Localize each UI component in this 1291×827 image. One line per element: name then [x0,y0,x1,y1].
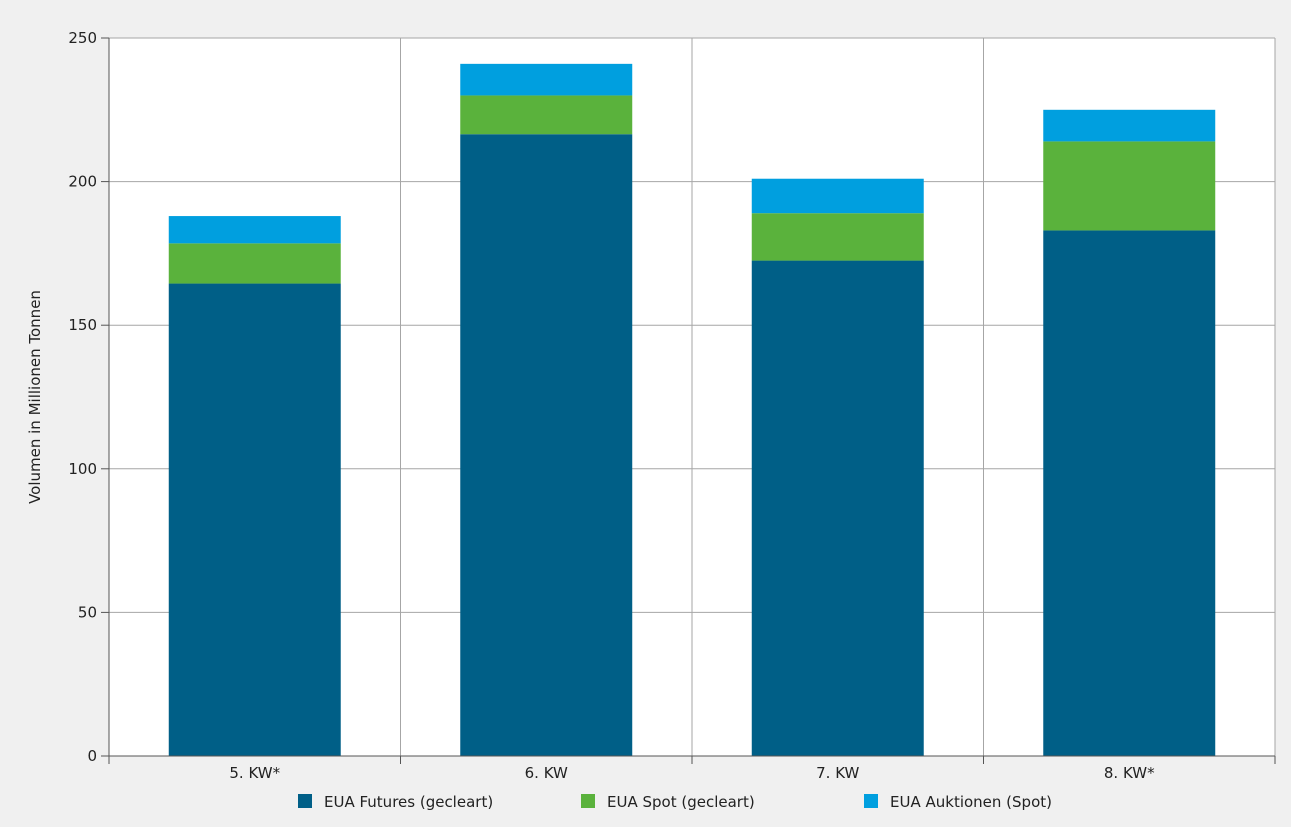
bars [168,63,1216,756]
legend-label: EUA Spot (gecleart) [607,793,755,811]
x-tick-label: 6. KW [525,764,568,782]
legend-label: EUA Auktionen (Spot) [890,793,1052,811]
bar-segment [1043,141,1216,231]
x-tick-label: 8. KW* [1104,764,1155,782]
bar-segment [460,63,633,96]
bar-segment [751,178,924,214]
legend: EUA Futures (gecleart) EUA Spot (gecleart… [298,793,1052,811]
y-tick-labels: 0 50 100 150 200 250 [68,29,97,765]
y-tick-label: 250 [68,29,97,47]
bar-segment [168,243,341,284]
y-tick-label: 50 [78,603,97,621]
bar-segment [751,260,924,756]
y-tick-label: 150 [68,316,97,334]
bar-segment [751,213,924,261]
bar-segment [460,134,633,756]
bar-segment [168,283,341,756]
bar-segment [460,95,633,135]
bar-segment [168,216,341,244]
legend-swatch [864,794,878,808]
bar-segment [1043,109,1216,142]
x-tick-labels: 5. KW* 6. KW 7. KW 8. KW* [229,764,1155,782]
legend-swatch [298,794,312,808]
y-axis-title: Volumen in Millionen Tonnen [26,290,44,504]
x-tick-label: 5. KW* [229,764,280,782]
legend-label: EUA Futures (gecleart) [324,793,493,811]
x-tick-label: 7. KW [816,764,859,782]
axes [101,37,1276,764]
y-tick-label: 200 [68,173,97,191]
y-tick-label: 100 [68,460,97,478]
y-tick-label: 0 [87,747,97,765]
legend-swatch [581,794,595,808]
bar-segment [1043,230,1216,756]
